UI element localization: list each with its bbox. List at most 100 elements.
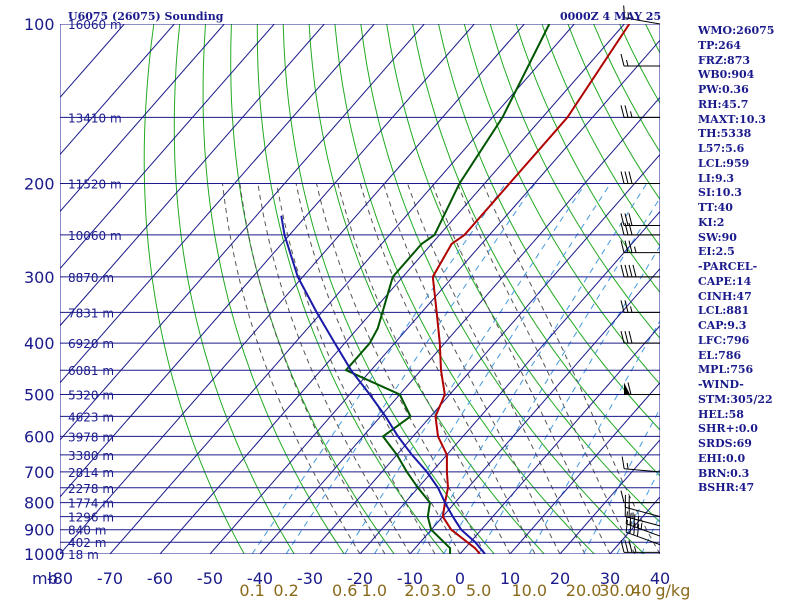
height-label: 1296 m bbox=[68, 511, 114, 525]
barb-half bbox=[640, 523, 643, 530]
mixing-ratio-line bbox=[251, 183, 507, 554]
height-label: 8870 m bbox=[68, 271, 114, 285]
barb-half bbox=[630, 306, 633, 313]
station-title: U6075 (26075) Sounding bbox=[68, 10, 224, 23]
barb-full bbox=[624, 330, 629, 344]
background-grid bbox=[60, 24, 660, 554]
index-line: LI:9.3 bbox=[698, 171, 735, 185]
index-line: EHI:0.0 bbox=[698, 451, 746, 465]
valid-time: 0000Z 4 MAY 25 bbox=[560, 10, 661, 23]
index-line: SHR+:0.0 bbox=[698, 422, 758, 436]
barb-full bbox=[625, 519, 628, 533]
moist-adiabat bbox=[337, 183, 511, 554]
barb-full bbox=[628, 171, 633, 184]
temperature-tick-label: 10 bbox=[500, 569, 520, 588]
height-label: 16060 m bbox=[68, 18, 122, 32]
index-line: WB0:904 bbox=[698, 68, 755, 82]
height-label: 7831 m bbox=[68, 306, 114, 320]
barb-full bbox=[624, 171, 629, 184]
isotherm bbox=[259, 96, 660, 554]
wind-barb bbox=[625, 511, 661, 537]
isotherm bbox=[60, 24, 275, 270]
moist-adiabat bbox=[239, 183, 386, 554]
isotherm bbox=[109, 24, 575, 554]
barb-full bbox=[627, 382, 632, 395]
barb-half bbox=[634, 246, 637, 253]
height-label: 2278 m bbox=[68, 482, 114, 496]
moist-adiabat bbox=[407, 183, 586, 554]
barb-half bbox=[630, 111, 633, 118]
height-label: 6920 m bbox=[68, 337, 114, 351]
wind-barb bbox=[620, 330, 660, 344]
mixing-ratio-line bbox=[616, 467, 660, 554]
pressure-tick-label: 500 bbox=[24, 385, 55, 404]
isotherm bbox=[60, 24, 525, 554]
index-line: KI:2 bbox=[698, 215, 725, 229]
isotherm bbox=[459, 324, 660, 554]
wind-barb bbox=[621, 456, 661, 473]
barb-full bbox=[620, 264, 625, 277]
pressure-tick-label: 100 bbox=[24, 15, 55, 34]
barb-full bbox=[628, 222, 633, 236]
height-label: 11520 m bbox=[68, 178, 122, 192]
wind-barb bbox=[620, 300, 660, 313]
height-label: 402 m bbox=[68, 536, 106, 550]
index-line: BSHR:47 bbox=[698, 481, 755, 495]
isotherm bbox=[60, 24, 175, 156]
barb-staff bbox=[624, 468, 661, 473]
mixing-ratio-line bbox=[344, 183, 586, 554]
temperature-line bbox=[431, 24, 631, 554]
barb-staff bbox=[626, 531, 661, 546]
pressure-tick-label: 1000 bbox=[24, 545, 65, 564]
height-label: 840 m bbox=[68, 524, 106, 538]
isotherm bbox=[409, 267, 660, 554]
index-line: -WIND- bbox=[698, 378, 744, 391]
index-line: BRN:0.3 bbox=[698, 466, 750, 480]
pressure-tick-label: 700 bbox=[24, 463, 55, 482]
barb-full bbox=[628, 540, 633, 553]
mixing-ratio-label: 3.0 bbox=[431, 581, 456, 600]
pressure-tick-label: 900 bbox=[24, 521, 55, 540]
mixing-ratio-label: 20.0 bbox=[566, 581, 602, 600]
pressure-tick-label: 200 bbox=[24, 175, 55, 194]
index-line: CAP:9.3 bbox=[698, 319, 747, 332]
height-label: 5320 m bbox=[68, 388, 114, 402]
barb-full bbox=[620, 213, 625, 226]
index-line: FRZ:873 bbox=[698, 53, 751, 67]
barb-full bbox=[620, 540, 625, 553]
temperature-tick-label: -70 bbox=[97, 569, 123, 588]
index-line: LFC:796 bbox=[698, 333, 750, 347]
barb-full bbox=[624, 222, 629, 236]
moist-adiabat bbox=[222, 183, 361, 554]
isotherm bbox=[60, 24, 425, 441]
mixing-ratio-unit: g/kg bbox=[655, 581, 690, 600]
index-line: L57:5.6 bbox=[698, 142, 745, 155]
temperature-tick-label: -30 bbox=[297, 569, 323, 588]
wind-barb bbox=[620, 240, 660, 254]
barb-full bbox=[628, 330, 633, 344]
moist-adiabat bbox=[257, 183, 411, 554]
index-line: EL:786 bbox=[698, 348, 742, 362]
barb-full bbox=[624, 105, 629, 118]
wind-barb bbox=[624, 494, 661, 518]
barb-full bbox=[621, 456, 625, 469]
index-line: SW:90 bbox=[698, 230, 737, 244]
height-label: 4623 m bbox=[68, 410, 114, 424]
index-line: SI:10.3 bbox=[698, 186, 742, 200]
barb-full bbox=[628, 213, 633, 226]
index-line: CINH:47 bbox=[698, 289, 752, 303]
isotherm bbox=[559, 439, 660, 554]
height-label: 13410 m bbox=[68, 111, 122, 125]
barb-half bbox=[626, 59, 629, 67]
index-line: TH:5338 bbox=[698, 127, 752, 141]
temperature-tick-label: 30 bbox=[600, 569, 620, 588]
wind-barb bbox=[620, 171, 660, 185]
wind-barb bbox=[620, 53, 660, 67]
isotherm bbox=[209, 39, 660, 554]
temperature-tick-label: -40 bbox=[247, 569, 273, 588]
barb-full bbox=[624, 240, 629, 253]
pressure-tick-label: 300 bbox=[24, 268, 55, 287]
barb-full bbox=[624, 300, 629, 313]
barb-full bbox=[629, 512, 632, 526]
mixing-ratio-label: 2.0 bbox=[404, 581, 429, 600]
